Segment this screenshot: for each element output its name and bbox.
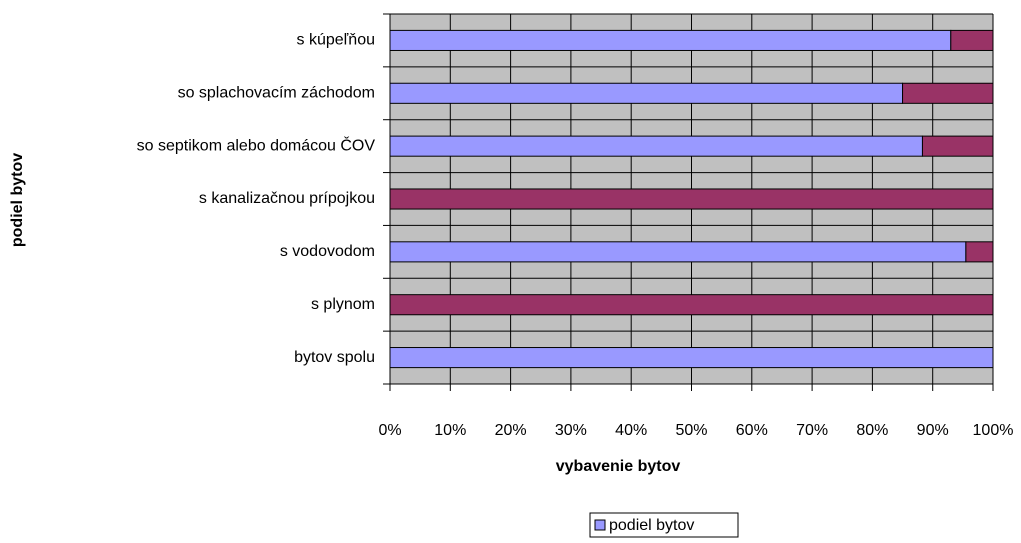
- bar: [950, 29, 994, 51]
- bar: [389, 294, 994, 316]
- bar: [389, 135, 923, 157]
- bar: [902, 82, 994, 104]
- bar: [921, 135, 994, 157]
- x-tick-label: 90%: [917, 422, 949, 439]
- y-tick-label: bytov spolu: [294, 349, 375, 366]
- y-tick-label: s kanalizačnou prípojkou: [199, 190, 375, 207]
- y-tick-label: so septikom alebo domácou ČOV: [137, 135, 376, 154]
- x-tick-label: 70%: [796, 422, 828, 439]
- bar: [389, 347, 994, 369]
- legend-swatch: [594, 519, 606, 531]
- bar: [389, 82, 904, 104]
- y-tick-label: so splachovacím záchodom: [178, 85, 375, 102]
- bar: [389, 29, 952, 51]
- bar: [965, 241, 994, 263]
- legend-label: podiel bytov: [609, 517, 694, 534]
- x-tick-label: 60%: [736, 422, 768, 439]
- x-tick-label: 20%: [495, 422, 527, 439]
- x-tick-label: 40%: [615, 422, 647, 439]
- y-tick-label: s plynom: [311, 296, 375, 313]
- x-tick-label: 0%: [378, 422, 401, 439]
- x-tick-label: 30%: [555, 422, 587, 439]
- y-tick-label: s vodovodom: [280, 243, 375, 260]
- x-axis-label: vybavenie bytov: [556, 458, 681, 475]
- x-tick-label: 80%: [856, 422, 888, 439]
- x-tick-label: 100%: [973, 422, 1014, 439]
- y-tick-label: s kúpeľňou: [297, 32, 376, 49]
- bar: [389, 188, 994, 210]
- x-tick-label: 50%: [675, 422, 707, 439]
- x-tick-label: 10%: [434, 422, 466, 439]
- y-axis-label: podiel bytov: [9, 153, 26, 247]
- bar: [389, 241, 967, 263]
- legend-box: [589, 512, 739, 538]
